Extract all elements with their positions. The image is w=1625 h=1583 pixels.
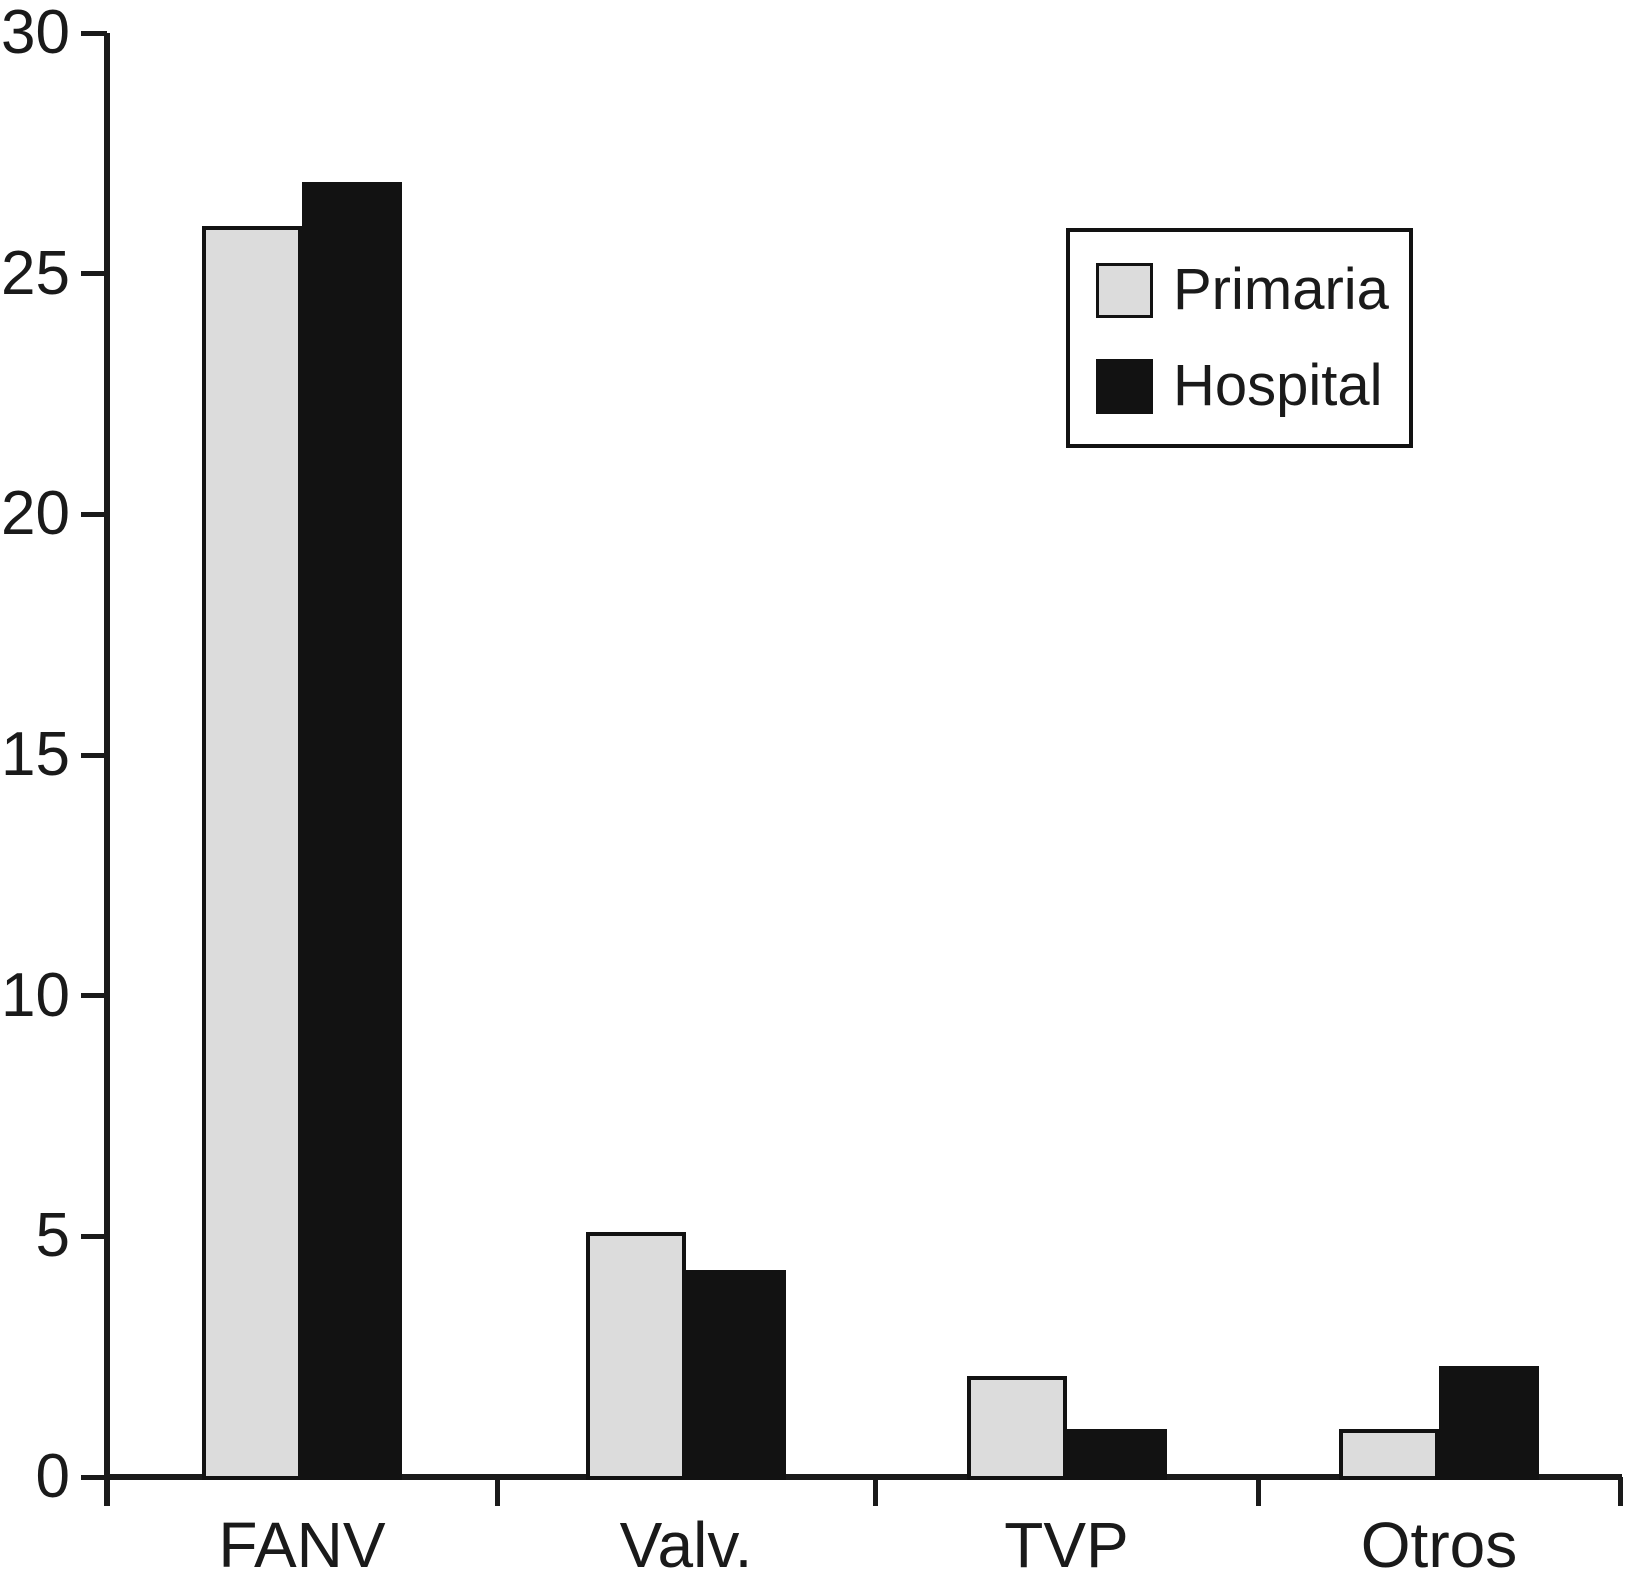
category-label-tvp: TVP xyxy=(1004,1509,1129,1581)
bar-primariafanv xyxy=(202,225,302,1480)
x-tick xyxy=(494,1477,500,1506)
category-label-valv: Valv. xyxy=(619,1509,753,1581)
y-tick-label: 15 xyxy=(1,720,70,789)
y-tick-label: 5 xyxy=(35,1201,70,1271)
legend-label-hospital: Hospital xyxy=(1173,353,1383,418)
y-tick-label: 30 xyxy=(1,0,70,67)
x-axis xyxy=(104,1474,1622,1480)
bar-primariatvp xyxy=(966,1375,1067,1480)
y-tick xyxy=(81,511,107,517)
y-tick-label: 0 xyxy=(35,1442,70,1511)
y-axis xyxy=(104,33,110,1506)
legend-swatch-primaria xyxy=(1096,262,1153,318)
legend-label-primaria: Primaria xyxy=(1173,257,1389,322)
bar-primariavalv xyxy=(586,1231,686,1480)
y-tick xyxy=(81,271,107,277)
y-tick xyxy=(81,1474,107,1480)
legend-item-hospital: Hospital xyxy=(1096,357,1409,415)
y-tick xyxy=(81,1233,107,1239)
bar-hospitaltvp xyxy=(1066,1428,1167,1480)
x-tick xyxy=(1617,1477,1623,1506)
y-tick xyxy=(81,993,107,999)
category-label-fanv: FANV xyxy=(218,1509,386,1581)
category-label-otros: Otros xyxy=(1360,1509,1518,1581)
legend-item-primaria: Primaria xyxy=(1096,261,1409,319)
y-tick xyxy=(81,752,107,758)
legend: Primaria Hospital xyxy=(1066,228,1413,448)
y-tick-label: 20 xyxy=(1,479,70,549)
y-tick xyxy=(81,30,107,36)
y-tick-label: 25 xyxy=(1,238,70,308)
x-tick xyxy=(1255,1477,1261,1506)
x-tick xyxy=(872,1477,878,1506)
bar-primariaotros xyxy=(1339,1428,1439,1480)
x-tick xyxy=(104,1477,110,1506)
bar-hospitalfanv xyxy=(302,182,402,1480)
bar-hospitalvalv xyxy=(686,1270,786,1480)
y-tick-label: 10 xyxy=(1,960,70,1030)
legend-swatch-hospital xyxy=(1096,358,1153,414)
bar-hospitalotros xyxy=(1439,1366,1539,1480)
